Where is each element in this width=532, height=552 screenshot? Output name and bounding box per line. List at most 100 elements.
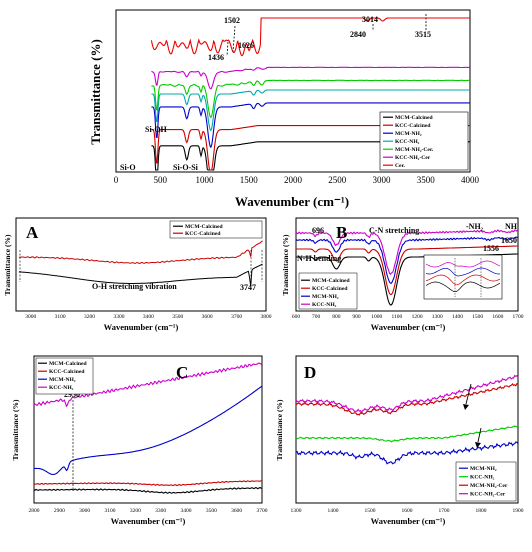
- panel-d-arrow-upper-shaft: [465, 383, 472, 405]
- panel-b-series-line-1: [296, 245, 518, 296]
- panel-d-arrow-upper-head: [463, 404, 469, 410]
- xtick-label: 3600: [202, 314, 213, 320]
- main-annotation-si-oh: Si-OH: [145, 125, 168, 134]
- main-annotation-3014: 3014: [362, 15, 378, 24]
- xtick-label: 600: [292, 314, 301, 320]
- panel-b-annotation-nh-bending: N-H bending: [297, 254, 341, 263]
- panel-d-series-line-3: [295, 374, 519, 414]
- main-annotation-1502: 1502: [224, 16, 240, 25]
- xtick-label: 2000: [284, 175, 303, 185]
- main-annotation-si-o: Si-O: [120, 163, 136, 172]
- panel-b-annotation-nh2: -NH₂: [466, 222, 484, 231]
- panel-c-legend: MCM-Calcined KCC-Calcined MCM-NH₂ KCC-NH₂: [35, 357, 94, 395]
- xtick-label: 1600: [492, 314, 503, 320]
- xtick-label: 3500: [172, 314, 183, 320]
- xtick-label: 1700: [513, 314, 524, 320]
- panel-b-annotation-1556: 1556: [483, 244, 499, 253]
- panel-d-frame: [295, 355, 519, 504]
- xtick-label: 1400: [452, 314, 463, 320]
- panel-b-inset-line-3: [425, 281, 501, 293]
- xtick-label: 3700: [257, 508, 268, 514]
- xtick-label: 3000: [373, 175, 392, 185]
- panel-b-xtick-labels: 600 700 800 900 1000 1100 1200 1300 1400 1500 1600…: [292, 314, 524, 320]
- legend-entry: KCC-NH₂: [470, 475, 495, 481]
- xtick-label: 3200: [84, 314, 95, 320]
- xtick-label: 800: [332, 314, 341, 320]
- series-line-3: [151, 89, 470, 132]
- panel-a-frame: [15, 217, 267, 312]
- panel-a-xtick-labels: 3000 3100 3200 3300 3400 3500 3600 3700 3800: [25, 314, 272, 320]
- panel-c-series-line-0: [33, 486, 263, 494]
- xtick-label: 1600: [402, 508, 413, 514]
- main-annotation-1436: 1436: [208, 53, 224, 62]
- panel-d-series-line-0: [295, 441, 519, 465]
- xtick-label: 500: [154, 175, 168, 185]
- main-annotation-2840: 2840: [350, 30, 366, 39]
- panel-a-series-line-0: [18, 263, 263, 287]
- xtick-label: 3300: [113, 314, 124, 320]
- legend-entry: KCC-Calcined: [312, 286, 348, 292]
- panel-d-y-axis-label: Transmittance (%): [275, 399, 284, 460]
- xtick-label: 2800: [29, 508, 40, 514]
- xtick-label: 1000: [371, 314, 382, 320]
- main-legend: MCM-Calcined KCC-Calcined MCM-NH₂ KCC-NH₂ MC…: [379, 111, 469, 171]
- legend-entry: KCC-Calcined: [49, 369, 85, 375]
- panel-b-inset-line-1: [425, 267, 501, 277]
- series-line-4: [151, 79, 470, 119]
- series-line-6: [150, 17, 470, 57]
- xtick-label: 3500: [417, 175, 436, 185]
- legend-entry: KCC-NH₂-Cer: [470, 492, 506, 498]
- main-y-axis-label: Transmittance (%): [88, 39, 103, 145]
- panel-b-y-axis-label: Transmittance (%): [281, 234, 290, 295]
- panel-b-legend-box: [298, 272, 358, 310]
- legend-entry: KCC-NH₂: [395, 139, 420, 145]
- xtick-label: 3400: [143, 314, 154, 320]
- panel-d: 1300 1400 1500 1600 1700 1800 1900 D Wavenumbe…: [275, 355, 524, 526]
- panel-b-inset-frame: [423, 254, 503, 300]
- panel-c-x-axis-label: Wavenumber (cm⁻¹): [111, 516, 186, 526]
- legend-entry: MCM-Calcined: [185, 224, 223, 230]
- panel-b-series-line-3: [295, 229, 519, 275]
- panel-b-annotation-696: 696: [312, 226, 324, 235]
- panel-a-y-axis-label: Transmittance (%): [3, 234, 12, 295]
- xtick-label: 1800: [476, 508, 487, 514]
- xtick-label: 2500: [328, 175, 347, 185]
- panel-c-series-line-3: [33, 362, 263, 408]
- panel-a-annotation-oh-stretching: O-H stretching vibration: [92, 282, 177, 291]
- xtick-label: 1400: [328, 508, 339, 514]
- panel-b-inset-line-0: [425, 260, 501, 268]
- xtick-label: 3800: [261, 314, 272, 320]
- main-marker-1436: [226, 41, 229, 57]
- xtick-label: 4000: [461, 175, 480, 185]
- panel-b: 600 700 800 900 1000 1100 1200 1300 1400 1500 1600…: [281, 217, 524, 332]
- xtick-label: 3600: [231, 508, 242, 514]
- panel-b-frame: [295, 217, 519, 312]
- panel-d-arrow-lower-head: [475, 442, 481, 448]
- series-line-5: [151, 66, 470, 90]
- panel-c-annotation-2930: 2930: [64, 390, 80, 399]
- xtick-label: 3100: [105, 508, 116, 514]
- legend-entry: KCC-NH₂-Cer: [395, 155, 431, 161]
- xtick-label: 1100: [392, 314, 403, 320]
- xtick-label: 3700: [231, 314, 242, 320]
- main-xtick-labels: 0 500 1000 1500 2000 2500 3000 3500 4000: [114, 175, 480, 185]
- legend-entry: MCM-NH₂: [49, 377, 76, 383]
- main-annotation-1626: 1626: [238, 41, 254, 50]
- panel-c-xtick-labels: 2800 2900 3000 3100 3200 3300 3400 3500 3600 3700: [29, 508, 268, 514]
- legend-entry: KCC-NH₂: [49, 385, 74, 391]
- xtick-label: 2900: [54, 508, 65, 514]
- legend-entry: MCM-Calcined: [49, 361, 87, 367]
- xtick-label: 1500: [472, 314, 483, 320]
- panel-c-legend-box: [35, 357, 94, 395]
- panel-a-legend-box: [169, 220, 263, 239]
- panel-c-curves: [33, 362, 263, 494]
- xtick-label: 3200: [130, 508, 141, 514]
- xtick-label: 1000: [196, 175, 215, 185]
- xtick-label: 0: [114, 175, 119, 185]
- panel-c-series-line-1: [33, 480, 262, 487]
- main-marker-1502: [232, 25, 236, 53]
- legend-entry: MCM-NH₂: [470, 466, 497, 472]
- panel-c-y-axis-label: Transmittance (%): [11, 399, 20, 460]
- xtick-label: 3100: [55, 314, 66, 320]
